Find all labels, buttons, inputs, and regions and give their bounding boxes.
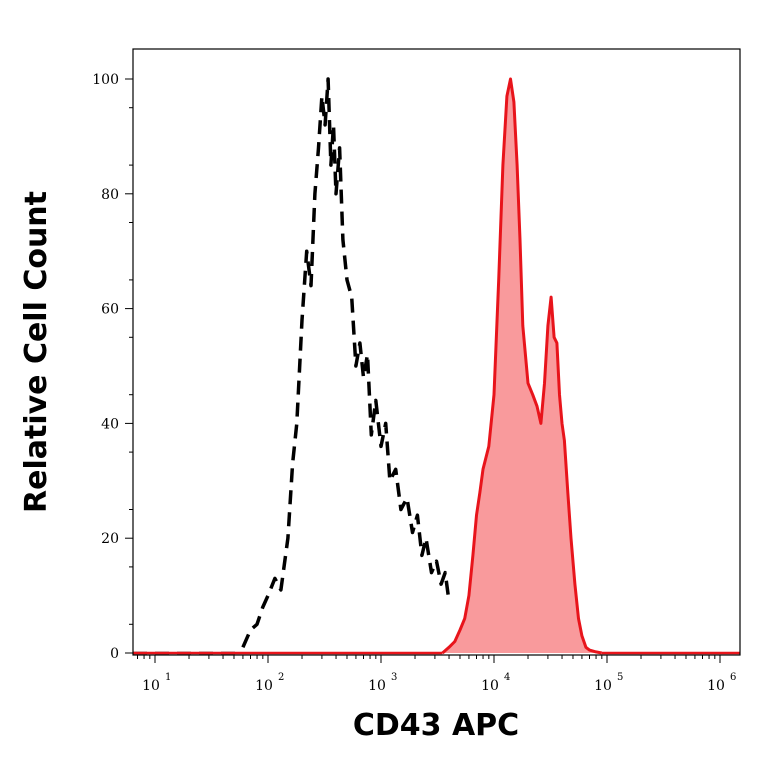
y-tick-label: 40	[101, 416, 119, 432]
x-axis-title: CD43 APC	[353, 708, 519, 743]
x-tick-exponent: 6	[730, 672, 736, 683]
x-tick-label: 10 5	[594, 672, 623, 694]
series-0-line	[241, 77, 451, 649]
y-axis-title: Relative Cell Count	[19, 191, 54, 513]
series-1-line	[441, 77, 603, 655]
x-tick-label: 10 3	[368, 672, 397, 694]
x-tick-label: 10 1	[142, 672, 171, 694]
x-tick-base: 10	[142, 678, 160, 694]
series-1-fill	[442, 79, 602, 653]
x-tick-base: 10	[255, 678, 273, 694]
x-tick-exponent: 2	[278, 672, 284, 683]
x-tick-exponent: 5	[617, 672, 623, 683]
series-layer	[133, 77, 740, 655]
y-tick-label: 0	[110, 646, 119, 662]
x-tick-label: 10 6	[707, 672, 736, 694]
y-tick-label: 60	[101, 302, 119, 318]
y-tick-label: 100	[92, 72, 119, 88]
y-axis: 0 20 40 60 80 100	[92, 72, 133, 662]
x-tick-base: 10	[707, 678, 725, 694]
plot-frame	[132, 48, 741, 656]
x-axis: 10 1 10 2 10 3 10 4 10 5 10 6	[136, 655, 736, 694]
x-tick-base: 10	[368, 678, 386, 694]
x-tick-exponent: 4	[504, 672, 510, 683]
x-tick-base: 10	[481, 678, 499, 694]
x-tick-exponent: 3	[391, 672, 397, 683]
x-tick-label: 10 2	[255, 672, 284, 694]
x-tick-label: 10 4	[481, 672, 510, 694]
plot-border	[132, 48, 741, 656]
x-tick-exponent: 1	[165, 672, 171, 683]
y-tick-label: 80	[101, 187, 119, 203]
y-tick-label: 20	[101, 531, 119, 547]
x-tick-base: 10	[594, 678, 612, 694]
